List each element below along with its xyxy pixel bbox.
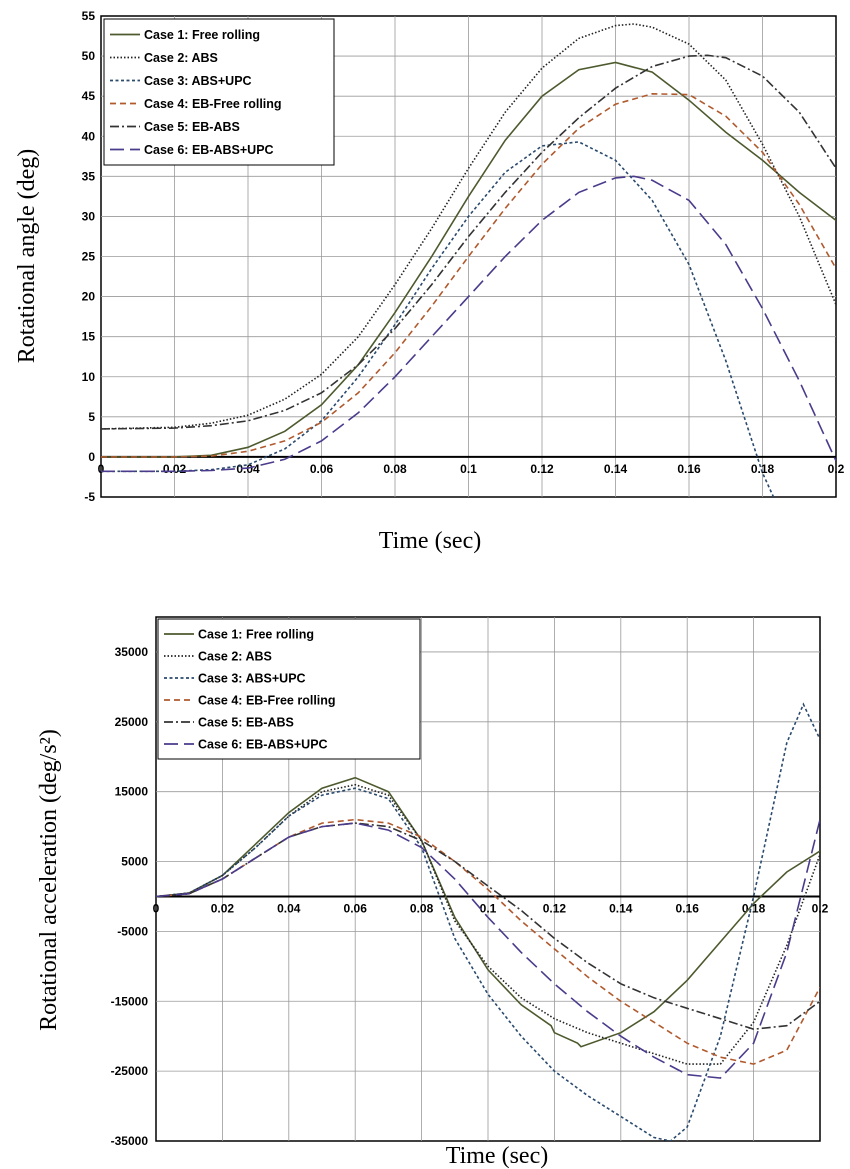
legend-label-case-5: Case 5: EB-ABS <box>144 120 240 134</box>
y-tick-label: -35000 <box>111 1134 149 1148</box>
series-line-case-2 <box>101 23 836 430</box>
legend-label-case-6: Case 6: EB-ABS+UPC <box>198 738 328 752</box>
legend-2: Case 1: Free rolling Case 2: ABS Case 3: A… <box>157 618 421 760</box>
series-line-case-1 <box>101 61 836 458</box>
y-tick-label: -15000 <box>111 994 149 1008</box>
x-tick-label: 0.2 <box>828 462 845 476</box>
y-tick-label: 55 <box>82 9 96 23</box>
series-lines-1 <box>101 23 836 497</box>
x-tick-label: 0.2 <box>812 901 829 915</box>
y-tick-label: 10 <box>82 370 96 384</box>
x-tick-label: 0.12 <box>543 901 567 915</box>
y-tick-label: 35000 <box>115 645 149 659</box>
y-tick-label: 25 <box>82 250 96 264</box>
x-tick-label: 0.16 <box>677 462 701 476</box>
y-tick-label: 40 <box>82 129 96 143</box>
x-axis-label-1: Time (sec) <box>379 528 481 554</box>
y-tick-label: 0 <box>88 450 95 464</box>
legend-label-case-2: Case 2: ABS <box>144 51 218 65</box>
x-tick-label: 0.14 <box>609 901 633 915</box>
tick-labels-2: -35000 -25000 -15000 -5000 5000 15000 25000 350… <box>111 645 829 1148</box>
x-tick-label: 0.04 <box>236 462 260 476</box>
x-tick-label: 0.12 <box>530 462 554 476</box>
y-tick-label: 25000 <box>115 715 149 729</box>
legend-label-case-3: Case 3: ABS+UPC <box>198 672 306 686</box>
y-tick-label: -25000 <box>111 1064 149 1078</box>
series-line-case-5 <box>101 54 836 430</box>
legend-box <box>103 18 335 166</box>
y-axis-label-2: Rotational acceleration (deg/s²) <box>36 729 62 1031</box>
y-tick-label: 5 <box>88 410 95 424</box>
x-tick-label: 0.14 <box>604 462 628 476</box>
x-tick-label: 0.08 <box>383 462 407 476</box>
y-tick-label: 50 <box>82 49 96 63</box>
legend-box <box>157 618 421 760</box>
y-tick-label: 5000 <box>121 855 148 869</box>
y-tick-label: -5000 <box>117 924 148 938</box>
x-tick-label: 0.1 <box>460 462 477 476</box>
series-line-case-2 <box>156 783 820 1065</box>
legend-1: Case 1: Free rolling Case 2: ABS Case 3: A… <box>103 18 335 166</box>
legend-label-case-1: Case 1: Free rolling <box>144 28 260 42</box>
x-tick-label: 0.02 <box>163 462 187 476</box>
legend-label-case-2: Case 2: ABS <box>198 650 272 664</box>
x-tick-label: 0.08 <box>410 901 434 915</box>
rotational-acceleration-chart: -35000 -25000 -15000 -5000 5000 15000 25000 350… <box>36 616 829 1169</box>
y-tick-label: 45 <box>82 89 96 103</box>
y-tick-label: 15 <box>82 330 96 344</box>
x-tick-label: 0.18 <box>751 462 775 476</box>
y-tick-label: -5 <box>84 490 95 504</box>
y-tick-label: 20 <box>82 290 96 304</box>
y-tick-label: 15000 <box>115 785 149 799</box>
series-line-case-3 <box>101 141 775 497</box>
series-line-case-1 <box>156 776 820 1048</box>
y-tick-label: 35 <box>82 169 96 183</box>
x-tick-label: 0 <box>153 901 160 915</box>
x-tick-label: 0.06 <box>344 901 368 915</box>
x-tick-label: 0.02 <box>211 901 235 915</box>
series-line-case-6 <box>156 819 820 1079</box>
legend-label-case-5: Case 5: EB-ABS <box>198 716 294 730</box>
y-axis-label-1: Rotational angle (deg) <box>14 149 40 364</box>
x-tick-label: 0.04 <box>277 901 301 915</box>
series-line-case-6 <box>101 175 836 473</box>
x-tick-label: 0.1 <box>480 901 497 915</box>
legend-label-case-3: Case 3: ABS+UPC <box>144 74 252 88</box>
legend-label-case-1: Case 1: Free rolling <box>198 628 314 642</box>
legend-label-case-4: Case 4: EB-Free rolling <box>198 694 336 708</box>
legend-label-case-4: Case 4: EB-Free rolling <box>144 97 282 111</box>
x-tick-label: 0.16 <box>676 901 700 915</box>
series-lines-2 <box>156 702 820 1141</box>
x-tick-label: 0.06 <box>310 462 334 476</box>
x-tick-label: 0 <box>98 462 105 476</box>
legend-label-case-6: Case 6: EB-ABS+UPC <box>144 143 274 157</box>
x-tick-label: 0.18 <box>742 901 766 915</box>
y-tick-label: 30 <box>82 209 96 223</box>
x-axis-label-2: Time (sec) <box>446 1143 548 1169</box>
series-line-case-3 <box>156 702 820 1141</box>
series-line-case-4 <box>101 92 836 458</box>
